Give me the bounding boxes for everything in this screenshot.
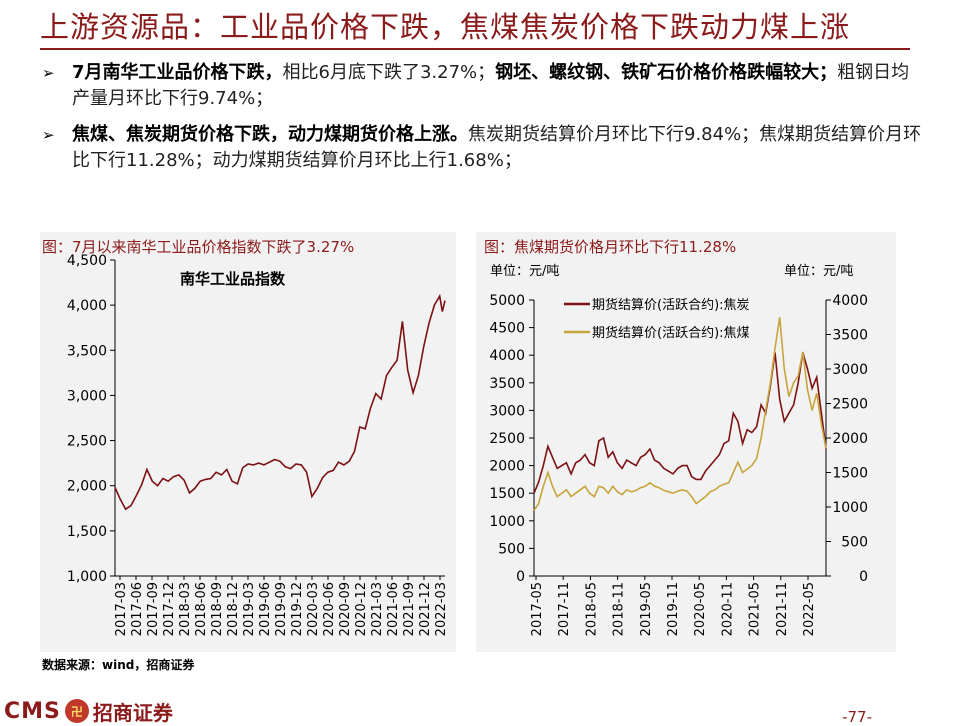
y-right-tick-label: 3500 xyxy=(832,328,868,344)
x-tick-label: 2021-03 xyxy=(370,582,385,636)
y-left-tick-label: 5000 xyxy=(489,293,525,309)
x-tick-label: 2019-06 xyxy=(258,582,273,636)
x-tick-label: 2020-06 xyxy=(322,582,337,636)
x-tick-label: 2017-03 xyxy=(114,582,129,636)
x-tick-label: 2019-05 xyxy=(639,582,654,636)
x-tick-label: 2020-05 xyxy=(693,582,708,636)
y-left-tick-label: 3500 xyxy=(489,376,525,392)
x-tick-label: 2017-12 xyxy=(162,582,177,636)
y-left-tick-label: 2500 xyxy=(489,431,525,447)
nanhua-index-chart: 南华工业品指数 1,000 1,500 2,000 2,500 3,000 3,500 4,… xyxy=(40,232,456,652)
x-tick-label: 2021-06 xyxy=(386,582,401,636)
title-divider xyxy=(40,48,910,50)
summary-bullets: ➢ 7月南华工业品价格下跌，相比6月底下跌了3.27%；钢坯、螺纹钢、铁矿石价格… xyxy=(42,60,922,178)
y-tick-label: 4,500 xyxy=(67,253,107,269)
x-tick-label: 2018-11 xyxy=(612,582,627,636)
coke-price-line xyxy=(534,352,826,493)
y-left-tick-label: 4500 xyxy=(489,321,525,337)
bullet-industrial: ➢ 7月南华工业品价格下跌，相比6月底下跌了3.27%；钢坯、螺纹钢、铁矿石价格… xyxy=(42,60,922,112)
x-tick-label: 2018-06 xyxy=(194,582,209,636)
logo-coin-icon: 卍 xyxy=(65,699,89,723)
x-tick-label: 2019-09 xyxy=(274,582,289,636)
legend-label: 期货结算价(活跃合约):焦炭 xyxy=(592,297,750,313)
x-tick-label: 2018-03 xyxy=(178,582,193,636)
y-left-tick-label: 1000 xyxy=(489,514,525,530)
x-tick-label: 2020-09 xyxy=(338,582,353,636)
y-tick-label: 1,000 xyxy=(67,569,107,585)
data-source: 数据来源：wind，招商证券 xyxy=(42,656,194,673)
y-right-tick-label: 0 xyxy=(859,569,868,585)
x-tick-label: 2020-12 xyxy=(354,582,369,636)
arrow-bullet-icon: ➢ xyxy=(42,122,55,148)
page-number: -77- xyxy=(842,708,872,726)
y-right-tick-label: 4000 xyxy=(832,293,868,309)
y-tick-label: 1,500 xyxy=(67,524,107,540)
y-right-tick-label: 500 xyxy=(841,535,868,551)
y-tick-label: 3,000 xyxy=(67,388,107,404)
x-tick-label: 2017-06 xyxy=(130,582,145,636)
x-tick-label: 2018-05 xyxy=(584,582,599,636)
bullet-coal: ➢ 焦煤、焦炭期货价格下跌，动力煤期货价格上涨。焦炭期货结算价月环比下行9.84… xyxy=(42,122,922,174)
y-left-tick-label: 3000 xyxy=(489,403,525,419)
bullet-bold: 钢坯、螺纹钢、铁矿石价格价格跌幅较大； xyxy=(495,62,837,83)
y-right-tick-label: 1500 xyxy=(832,466,868,482)
cms-logo: CMS 卍 招商证券 xyxy=(4,696,173,726)
x-tick-label: 2022-05 xyxy=(802,582,817,636)
x-tick-label: 2020-11 xyxy=(720,582,735,636)
x-tick-label: 2017-09 xyxy=(146,582,161,636)
x-tick-label: 2021-12 xyxy=(418,582,433,636)
x-tick-label: 2021-05 xyxy=(748,582,763,636)
x-tick-label: 2021-11 xyxy=(775,582,790,636)
y-right-tick-label: 3000 xyxy=(832,362,868,378)
coal-futures-chart: 0500100015002000250030003500400045005000… xyxy=(476,232,896,652)
x-tick-label: 2020-03 xyxy=(306,582,321,636)
y-left-tick-label: 500 xyxy=(498,541,525,557)
y-right-tick-label: 2000 xyxy=(832,431,868,447)
bullet-bold: 7月南华工业品价格下跌， xyxy=(72,62,283,83)
chart-inner-title: 南华工业品指数 xyxy=(180,270,286,288)
logo-text: CMS xyxy=(4,699,61,724)
x-tick-label: 2021-09 xyxy=(402,582,417,636)
y-left-tick-label: 0 xyxy=(516,569,525,585)
bullet-bold: 焦煤、焦炭期货价格下跌，动力煤期货价格上涨。 xyxy=(72,124,468,145)
x-tick-label: 2018-12 xyxy=(226,582,241,636)
y-tick-label: 2,500 xyxy=(67,434,107,450)
page-title: 上游资源品：工业品价格下跌，焦煤焦炭价格下跌动力煤上涨 xyxy=(40,4,940,46)
x-tick-label: 2019-12 xyxy=(290,582,305,636)
x-tick-label: 2019-03 xyxy=(242,582,257,636)
y-left-tick-label: 2000 xyxy=(489,459,525,475)
y-right-tick-label: 1000 xyxy=(832,500,868,516)
bullet-text: 相比6月底下跌了3.27%； xyxy=(283,62,496,83)
x-tick-label: 2019-11 xyxy=(666,582,681,636)
y-left-tick-label: 4000 xyxy=(489,348,525,364)
logo-cn: 招商证券 xyxy=(93,697,173,726)
y-tick-label: 3,500 xyxy=(67,343,107,359)
x-tick-label: 2018-09 xyxy=(210,582,225,636)
y-tick-label: 2,000 xyxy=(67,479,107,495)
x-tick-label: 2017-11 xyxy=(557,582,572,636)
y-right-tick-label: 2500 xyxy=(832,397,868,413)
arrow-bullet-icon: ➢ xyxy=(42,60,55,86)
x-tick-label: 2022-03 xyxy=(434,582,449,636)
y-left-tick-label: 1500 xyxy=(489,486,525,502)
legend-label: 期货结算价(活跃合约):焦煤 xyxy=(592,325,750,341)
nanhua-index-line xyxy=(115,296,445,509)
x-tick-label: 2017-05 xyxy=(530,582,545,636)
y-tick-label: 4,000 xyxy=(67,298,107,314)
